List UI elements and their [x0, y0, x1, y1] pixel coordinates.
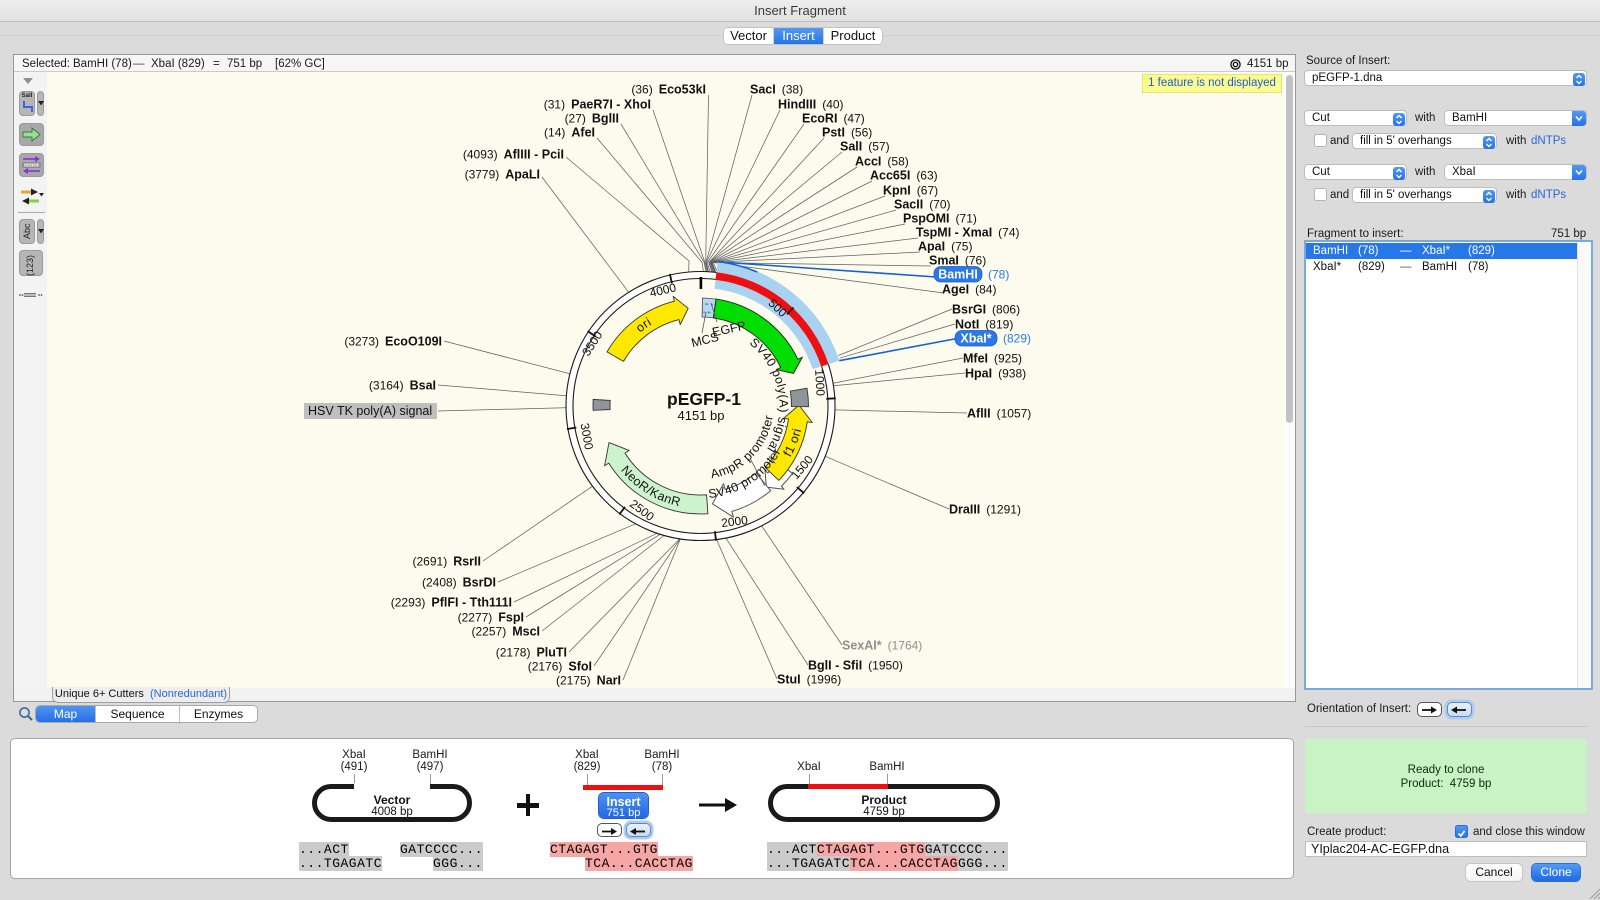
svg-text:SacII (70): SacII (70) — [894, 198, 951, 212]
svg-text:ApaI (75): ApaI (75) — [918, 240, 972, 254]
svg-text:EGFP: EGFP — [711, 319, 747, 340]
svg-text:SalI (57): SalI (57) — [840, 140, 890, 154]
svg-text:SexAI* (1764): SexAI* (1764) — [842, 639, 922, 653]
svg-text:(2176) SfoI: (2176) SfoI — [528, 660, 592, 674]
svg-text:BsrGI (806): BsrGI (806) — [952, 303, 1020, 317]
svg-text:TspMI - XmaI (74): TspMI - XmaI (74) — [916, 226, 1020, 240]
svg-text:(14) AfeI: (14) AfeI — [544, 126, 595, 140]
svg-text:StuI (1996): StuI (1996) — [777, 673, 841, 687]
svg-text:EcoRI (47): EcoRI (47) — [802, 112, 865, 126]
svg-text:DraIII (1291): DraIII (1291) — [949, 503, 1021, 517]
svg-text:SmaI (76): SmaI (76) — [929, 254, 986, 268]
svg-text:(2293) PflFI - Tth111I: (2293) PflFI - Tth111I — [391, 596, 512, 610]
svg-text:PstI (56): PstI (56) — [822, 126, 872, 140]
svg-text:(2691) RsrII: (2691) RsrII — [413, 555, 481, 569]
svg-text:(3164) BsaI: (3164) BsaI — [369, 379, 436, 393]
svg-text:MCS: MCS — [690, 330, 720, 350]
svg-text:2000: 2000 — [720, 513, 749, 530]
svg-text:AflII (1057): AflII (1057) — [967, 407, 1031, 421]
svg-text:XbaI*: XbaI* — [960, 332, 991, 346]
svg-text:Acc65I (63): Acc65I (63) — [870, 169, 938, 183]
svg-text:(2257) MscI: (2257) MscI — [472, 625, 540, 639]
svg-text:4151 bp: 4151 bp — [678, 408, 725, 423]
svg-text:(2408) BsrDI: (2408) BsrDI — [422, 576, 496, 590]
svg-text:NotI (819): NotI (819) — [955, 318, 1013, 332]
svg-text:(4093) AflIII - PciI: (4093) AflIII - PciI — [463, 148, 564, 162]
svg-text:HindIII (40): HindIII (40) — [778, 98, 844, 112]
svg-text:AgeI (84): AgeI (84) — [942, 283, 996, 297]
svg-text:(36) Eco53kI: (36) Eco53kI — [631, 83, 706, 97]
svg-text:4000: 4000 — [648, 280, 677, 300]
svg-text:PspOMI (71): PspOMI (71) — [903, 212, 977, 226]
svg-text:(2175) NarI: (2175) NarI — [556, 674, 621, 688]
svg-text:(78): (78) — [988, 268, 1009, 282]
svg-text:(3273) EcoO109I: (3273) EcoO109I — [344, 335, 442, 349]
svg-text:HpaI (938): HpaI (938) — [965, 367, 1026, 381]
svg-text:(2178) PluTI: (2178) PluTI — [496, 646, 567, 660]
svg-text:(27) BglII: (27) BglII — [565, 112, 619, 126]
svg-text:KpnI (67): KpnI (67) — [883, 184, 938, 198]
svg-text:BglI - SfiI (1950): BglI - SfiI (1950) — [808, 659, 903, 673]
svg-text:3000: 3000 — [578, 422, 596, 451]
svg-text:pEGFP-1: pEGFP-1 — [667, 389, 741, 409]
svg-text:MfeI (925): MfeI (925) — [963, 352, 1022, 366]
svg-text:AccI (58): AccI (58) — [855, 155, 909, 169]
svg-text:(31) PaeR7I - XhoI: (31) PaeR7I - XhoI — [544, 98, 651, 112]
svg-text:1000: 1000 — [812, 369, 827, 397]
svg-text:HSV TK poly(A) signal: HSV TK poly(A) signal — [308, 404, 432, 418]
svg-text:SacI (38): SacI (38) — [750, 83, 803, 97]
svg-text:(3779) ApaLI: (3779) ApaLI — [465, 168, 540, 182]
svg-text:(829): (829) — [1003, 332, 1031, 346]
svg-text:(2277) FspI: (2277) FspI — [458, 611, 524, 625]
svg-text:BamHI: BamHI — [938, 268, 978, 282]
